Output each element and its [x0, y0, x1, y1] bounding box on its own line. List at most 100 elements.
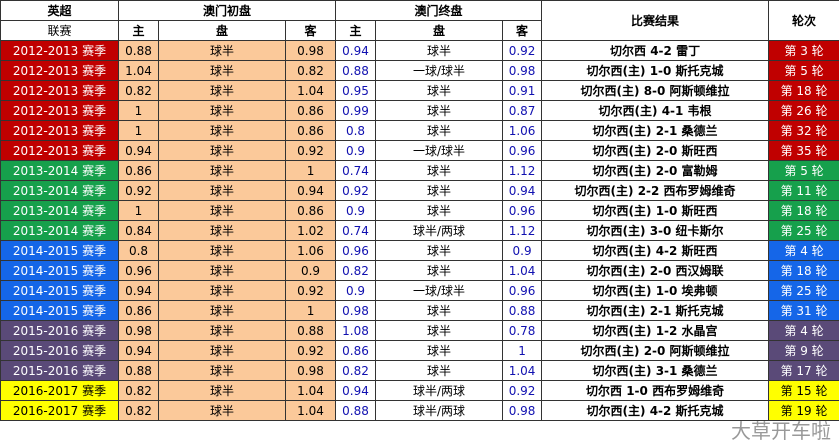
final-away-odds: 0.91 — [502, 80, 543, 101]
initial-away-odds: 0.92 — [284, 280, 337, 301]
initial-away-odds: 0.86 — [284, 200, 337, 221]
table-row: 2012-2013 赛季 0.88 球半 0.98 0.94 球半 0.92 切尔西 4-2 … — [0, 40, 839, 61]
initial-home-odds: 0.86 — [118, 300, 159, 321]
final-line: 球半 — [375, 160, 504, 181]
match-result: 切尔西(主) 2-0 富勒姆 — [541, 160, 770, 181]
match-result: 切尔西(主) 4-1 韦根 — [541, 100, 770, 121]
final-away-odds: 0.88 — [502, 300, 543, 321]
match-result: 切尔西(主) 2-1 斯托克城 — [541, 300, 770, 321]
initial-away-odds: 1 — [284, 160, 337, 181]
final-home-odds: 0.8 — [335, 120, 377, 141]
final-home-odds: 0.9 — [335, 280, 377, 301]
initial-away-odds: 0.94 — [284, 180, 337, 201]
table-row: 2015-2016 赛季 0.98 球半 0.88 1.08 球半 0.78 切尔西(主) 1… — [0, 320, 839, 341]
match-result: 切尔西(主) 8-0 阿斯顿维拉 — [541, 80, 770, 101]
table-row: 2012-2013 赛季 1 球半 0.86 0.8 球半 1.06 切尔西(主) 2-1 桑… — [0, 120, 839, 141]
season-cell: 2012-2013 赛季 — [0, 140, 119, 161]
initial-line: 球半 — [158, 160, 286, 181]
season-cell: 2013-2014 赛季 — [0, 160, 119, 181]
season-cell: 2012-2013 赛季 — [0, 60, 119, 81]
initial-away-odds: 0.98 — [284, 360, 337, 381]
final-line: 一球/球半 — [375, 280, 504, 301]
initial-away-header: 客 — [284, 20, 337, 41]
round-cell: 第 11 轮 — [768, 180, 839, 201]
initial-home-odds: 0.96 — [118, 260, 159, 281]
final-home-odds: 0.95 — [335, 80, 377, 101]
final-home-odds: 0.74 — [335, 220, 377, 241]
final-line: 球半 — [375, 120, 504, 141]
final-away-odds: 0.78 — [502, 320, 543, 341]
initial-away-odds: 0.88 — [284, 320, 337, 341]
season-cell: 2014-2015 赛季 — [0, 260, 119, 281]
initial-line: 球半 — [158, 360, 286, 381]
initial-home-odds: 0.82 — [118, 400, 159, 421]
initial-line: 球半 — [158, 300, 286, 321]
initial-home-odds: 1 — [118, 120, 159, 141]
match-result: 切尔西(主) 1-0 斯托克城 — [541, 60, 770, 81]
initial-away-odds: 0.98 — [284, 40, 337, 61]
match-result: 切尔西(主) 1-0 斯旺西 — [541, 200, 770, 221]
final-home-odds: 0.94 — [335, 380, 377, 401]
season-cell: 2013-2014 赛季 — [0, 220, 119, 241]
initial-home-odds: 1.04 — [118, 60, 159, 81]
final-line: 球半/两球 — [375, 400, 504, 421]
final-home-odds: 0.98 — [335, 300, 377, 321]
initial-line: 球半 — [158, 120, 286, 141]
initial-home-odds: 0.94 — [118, 340, 159, 361]
table-row: 2014-2015 赛季 0.8 球半 1.06 0.96 球半 0.9 切尔西(主) 4-2… — [0, 240, 839, 261]
final-line: 球半 — [375, 80, 504, 101]
match-result: 切尔西(主) 2-1 桑德兰 — [541, 120, 770, 141]
final-away-odds: 1 — [502, 340, 543, 361]
final-home-odds: 0.94 — [335, 40, 377, 61]
round-cell: 第 4 轮 — [768, 320, 839, 341]
season-cell: 2013-2014 赛季 — [0, 180, 119, 201]
season-cell: 2012-2013 赛季 — [0, 40, 119, 61]
round-header: 轮次 — [768, 0, 839, 41]
initial-home-odds: 1 — [118, 100, 159, 121]
table-row: 2016-2017 赛季 0.82 球半 1.04 0.88 球半/两球 0.98 切尔西(主… — [0, 400, 839, 421]
final-home-odds: 0.82 — [335, 260, 377, 281]
season-cell: 2012-2013 赛季 — [0, 120, 119, 141]
final-home-odds: 0.82 — [335, 360, 377, 381]
final-line: 球半 — [375, 360, 504, 381]
season-cell: 2014-2015 赛季 — [0, 300, 119, 321]
initial-away-odds: 0.86 — [284, 120, 337, 141]
round-cell: 第 17 轮 — [768, 360, 839, 381]
final-home-odds: 0.9 — [335, 140, 377, 161]
initial-line: 球半 — [158, 180, 286, 201]
initial-away-odds: 1.02 — [284, 220, 337, 241]
match-result: 切尔西(主) 4-2 斯旺西 — [541, 240, 770, 261]
table-row: 2012-2013 赛季 1 球半 0.86 0.99 球半 0.87 切尔西(主) 4-1 … — [0, 100, 839, 121]
round-cell: 第 18 轮 — [768, 260, 839, 281]
initial-home-odds: 0.86 — [118, 160, 159, 181]
table-row: 2013-2014 赛季 0.92 球半 0.94 0.92 球半 0.94 切尔西(主) 2… — [0, 180, 839, 201]
initial-away-odds: 0.82 — [284, 60, 337, 81]
initial-line: 球半 — [158, 280, 286, 301]
final-line: 球半 — [375, 180, 504, 201]
season-cell: 2015-2016 赛季 — [0, 320, 119, 341]
round-cell: 第 9 轮 — [768, 340, 839, 361]
match-result: 切尔西 4-2 雷丁 — [541, 40, 770, 61]
final-home-odds: 0.74 — [335, 160, 377, 181]
initial-home-odds: 0.94 — [118, 140, 159, 161]
initial-away-odds: 1.04 — [284, 400, 337, 421]
initial-home-odds: 0.8 — [118, 240, 159, 261]
initial-away-odds: 0.9 — [284, 260, 337, 281]
table-row: 2016-2017 赛季 0.82 球半 1.04 0.94 球半/两球 0.92 切尔西 1… — [0, 380, 839, 401]
final-away-odds: 0.96 — [502, 140, 543, 161]
final-away-odds: 0.9 — [502, 240, 543, 261]
final-away-header: 客 — [502, 20, 543, 41]
final-home-odds: 0.88 — [335, 60, 377, 81]
initial-line: 球半 — [158, 60, 286, 81]
initial-away-odds: 1 — [284, 300, 337, 321]
season-cell: 2014-2015 赛季 — [0, 280, 119, 301]
final-home-odds: 0.96 — [335, 240, 377, 261]
match-result: 切尔西(主) 1-0 埃弗顿 — [541, 280, 770, 301]
odds-table: 英超 澳门初盘 澳门终盘 比赛结果 轮次 联赛 主 盘 客 主 盘 客 2012… — [0, 0, 839, 421]
initial-home-odds: 0.98 — [118, 320, 159, 341]
initial-line: 球半 — [158, 100, 286, 121]
season-cell: 2015-2016 赛季 — [0, 340, 119, 361]
final-line: 球半 — [375, 300, 504, 321]
final-home-header: 主 — [335, 20, 377, 41]
season-cell: 2016-2017 赛季 — [0, 380, 119, 401]
